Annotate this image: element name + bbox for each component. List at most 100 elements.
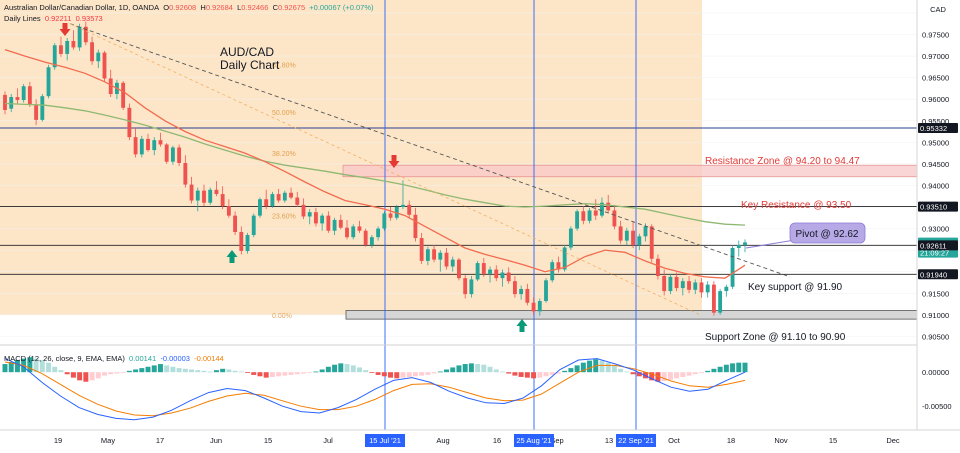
macd-histogram-bar bbox=[736, 362, 742, 373]
highlighted-date-label: 22 Sep '21 bbox=[618, 436, 654, 445]
candle-body bbox=[680, 281, 685, 289]
candle-body bbox=[214, 189, 219, 195]
price-badge-value: 0.91940 bbox=[920, 270, 947, 279]
macd-histogram-bar bbox=[363, 370, 369, 373]
price-badge-timer: 21:09:27 bbox=[920, 249, 949, 258]
macd-histogram-bar bbox=[282, 372, 288, 376]
price-tick-label: 0.93000 bbox=[922, 225, 949, 234]
macd-line bbox=[4, 358, 746, 421]
macd-histogram-bar bbox=[698, 372, 704, 373]
fib-level-label: 61.80% bbox=[272, 63, 296, 70]
key-resistance-label: Key Resistance @ 93.50 bbox=[741, 200, 852, 211]
macd-histogram-bar bbox=[394, 372, 400, 379]
price-badge-bg bbox=[918, 122, 958, 133]
macd-histogram-bar bbox=[201, 370, 207, 373]
macd-histogram-bar bbox=[120, 372, 126, 373]
candle-body bbox=[338, 219, 343, 228]
candle-body bbox=[494, 269, 499, 279]
macd-histogram-bar bbox=[742, 362, 748, 373]
fib-level-label: 50.00% bbox=[272, 110, 296, 117]
price-badge-bg bbox=[918, 240, 958, 251]
macd-histogram-bar bbox=[711, 368, 717, 373]
candle-body bbox=[295, 197, 300, 205]
ema-slow-line bbox=[4, 102, 746, 226]
low-value: 0.92466 bbox=[241, 3, 269, 12]
candle-body bbox=[606, 202, 611, 211]
price-badge: 0.95332 bbox=[918, 122, 958, 133]
candle-body bbox=[307, 212, 312, 217]
macd-histogram-bar bbox=[133, 369, 139, 373]
candle-body bbox=[59, 45, 63, 54]
price-tick-label: 0.94500 bbox=[922, 160, 949, 169]
macd-histogram-bar bbox=[269, 372, 275, 377]
close-value: 0.92675 bbox=[278, 3, 306, 12]
candle-body bbox=[102, 52, 107, 79]
candle-body bbox=[264, 199, 269, 207]
fib-diagonal-line bbox=[69, 23, 701, 316]
candle-body bbox=[562, 247, 567, 270]
macd-histogram-bar bbox=[313, 371, 319, 373]
candle-body bbox=[537, 301, 542, 312]
macd-histogram-bar bbox=[263, 372, 269, 378]
candle-body bbox=[500, 272, 505, 279]
price-tick-label: 0.90500 bbox=[922, 332, 949, 341]
macd-histogram-bar bbox=[444, 369, 449, 373]
candle-body bbox=[177, 147, 182, 164]
candle-body bbox=[637, 236, 642, 245]
time-tick-label: Aug bbox=[436, 436, 449, 445]
macd-histogram-bar bbox=[412, 372, 418, 377]
macd-histogram-bar bbox=[686, 372, 692, 376]
time-tick-label: 17 bbox=[156, 436, 164, 445]
macd-histogram-bar bbox=[126, 370, 132, 373]
macd-histogram-bar bbox=[27, 357, 33, 373]
price-badge-bg bbox=[918, 269, 958, 280]
macd-histogram-bar bbox=[226, 369, 232, 373]
daily-lines-label: Daily Lines bbox=[4, 14, 41, 23]
candle-body bbox=[550, 262, 555, 281]
macd-line-value: -0.00003 bbox=[160, 354, 190, 363]
macd-histogram-bar bbox=[70, 372, 76, 378]
macd-histogram-bar bbox=[506, 372, 512, 374]
macd-histogram-bar bbox=[195, 370, 201, 373]
price-tick-label: 0.95000 bbox=[922, 138, 949, 147]
candle-body bbox=[388, 213, 393, 218]
candle-body bbox=[195, 190, 200, 201]
macd-histogram-bar bbox=[580, 362, 586, 373]
macd-histogram-bar bbox=[468, 363, 474, 373]
candle-body bbox=[711, 284, 716, 313]
macd-tick-label: 0.00000 bbox=[922, 368, 949, 377]
price-tick-label: 0.95500 bbox=[922, 117, 949, 126]
price-badge: 0.91940 bbox=[918, 269, 958, 280]
macd-histogram-bar bbox=[375, 372, 381, 375]
candle-body bbox=[463, 278, 468, 295]
macd-histogram-bar bbox=[77, 372, 83, 381]
macd-histogram-bar bbox=[524, 372, 530, 378]
macd-histogram-bar bbox=[220, 368, 226, 373]
macd-histogram-bar bbox=[406, 372, 412, 377]
candle-body bbox=[239, 232, 244, 251]
macd-tick-label: -0.00500 bbox=[922, 402, 952, 411]
open-value: 0.92608 bbox=[169, 3, 197, 12]
candle-body bbox=[724, 286, 729, 292]
macd-histogram-bar bbox=[674, 372, 680, 379]
macd-histogram-bar bbox=[64, 372, 70, 375]
high-value: 0.92684 bbox=[205, 3, 233, 12]
candle-body bbox=[631, 230, 635, 245]
macd-histogram-bar bbox=[232, 370, 238, 373]
ema-fast-line bbox=[4, 48, 746, 279]
macd-histogram-bar bbox=[288, 372, 294, 375]
candle-body bbox=[351, 226, 356, 238]
time-tick-label: 19 bbox=[54, 436, 62, 445]
macd-histogram-bar bbox=[705, 370, 711, 373]
macd-histogram-bar bbox=[381, 372, 387, 377]
highlighted-date-label: 15 Jul '21 bbox=[369, 436, 401, 445]
macd-histogram-bar bbox=[574, 365, 580, 373]
time-tick-label: 13 bbox=[605, 436, 613, 445]
candle-body bbox=[612, 210, 617, 227]
key-support-label: Key support @ 91.90 bbox=[748, 282, 843, 293]
highlighted-date-badge bbox=[514, 434, 554, 447]
macd-histogram-bar bbox=[475, 364, 481, 373]
time-tick-label: Sep bbox=[550, 436, 563, 445]
price-axis-bg bbox=[917, 0, 960, 453]
